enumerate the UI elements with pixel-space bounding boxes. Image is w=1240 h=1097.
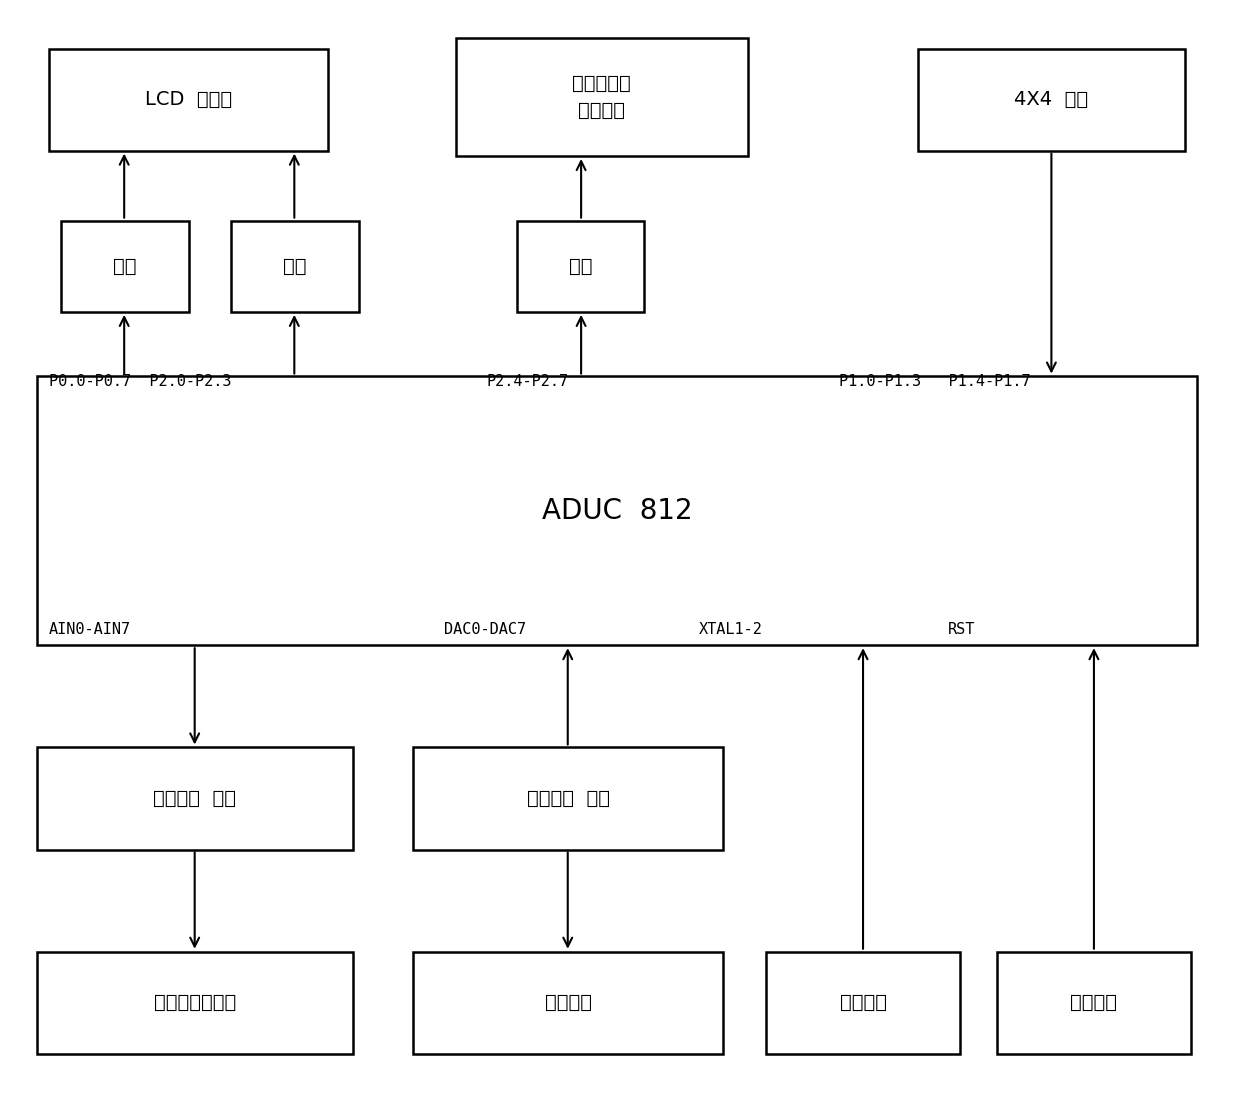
FancyBboxPatch shape <box>231 220 358 312</box>
Text: ADUC  812: ADUC 812 <box>542 497 692 524</box>
Text: 驱动: 驱动 <box>113 257 136 275</box>
Text: P1.0-P1.3   P1.4-P1.7: P1.0-P1.3 P1.4-P1.7 <box>838 374 1030 389</box>
Text: 晶振电路: 晶振电路 <box>839 993 887 1013</box>
Text: 4X4  键盘: 4X4 键盘 <box>1014 90 1089 110</box>
Text: 复位电路: 复位电路 <box>1070 993 1117 1013</box>
FancyBboxPatch shape <box>766 952 960 1054</box>
FancyBboxPatch shape <box>48 48 329 150</box>
FancyBboxPatch shape <box>413 747 723 849</box>
Text: 执行装置: 执行装置 <box>544 993 591 1013</box>
Text: 八路生理传感器: 八路生理传感器 <box>154 993 236 1013</box>
FancyBboxPatch shape <box>37 376 1197 645</box>
Text: LCD  显示器: LCD 显示器 <box>145 90 232 110</box>
FancyBboxPatch shape <box>918 48 1185 150</box>
Text: 驱动: 驱动 <box>283 257 306 275</box>
Text: DAC0-DAC7: DAC0-DAC7 <box>444 622 526 636</box>
FancyBboxPatch shape <box>37 952 352 1054</box>
Text: P0.0-P0.7  P2.0-P2.3: P0.0-P0.7 P2.0-P2.3 <box>48 374 232 389</box>
Text: P2.4-P2.7: P2.4-P2.7 <box>486 374 568 389</box>
Text: 执行装置  接口: 执行装置 接口 <box>527 789 610 808</box>
Text: 驱动: 驱动 <box>569 257 593 275</box>
FancyBboxPatch shape <box>997 952 1192 1054</box>
Text: AIN0-AIN7: AIN0-AIN7 <box>48 622 131 636</box>
FancyBboxPatch shape <box>517 220 645 312</box>
Text: RST: RST <box>949 622 976 636</box>
Text: 指示光柱及
声光显示: 指示光柱及 声光显示 <box>573 75 631 120</box>
FancyBboxPatch shape <box>61 220 188 312</box>
Text: 信号放大  滤波: 信号放大 滤波 <box>154 789 236 808</box>
FancyBboxPatch shape <box>37 747 352 849</box>
Text: XTAL1-2: XTAL1-2 <box>699 622 763 636</box>
FancyBboxPatch shape <box>456 38 748 156</box>
FancyBboxPatch shape <box>413 952 723 1054</box>
